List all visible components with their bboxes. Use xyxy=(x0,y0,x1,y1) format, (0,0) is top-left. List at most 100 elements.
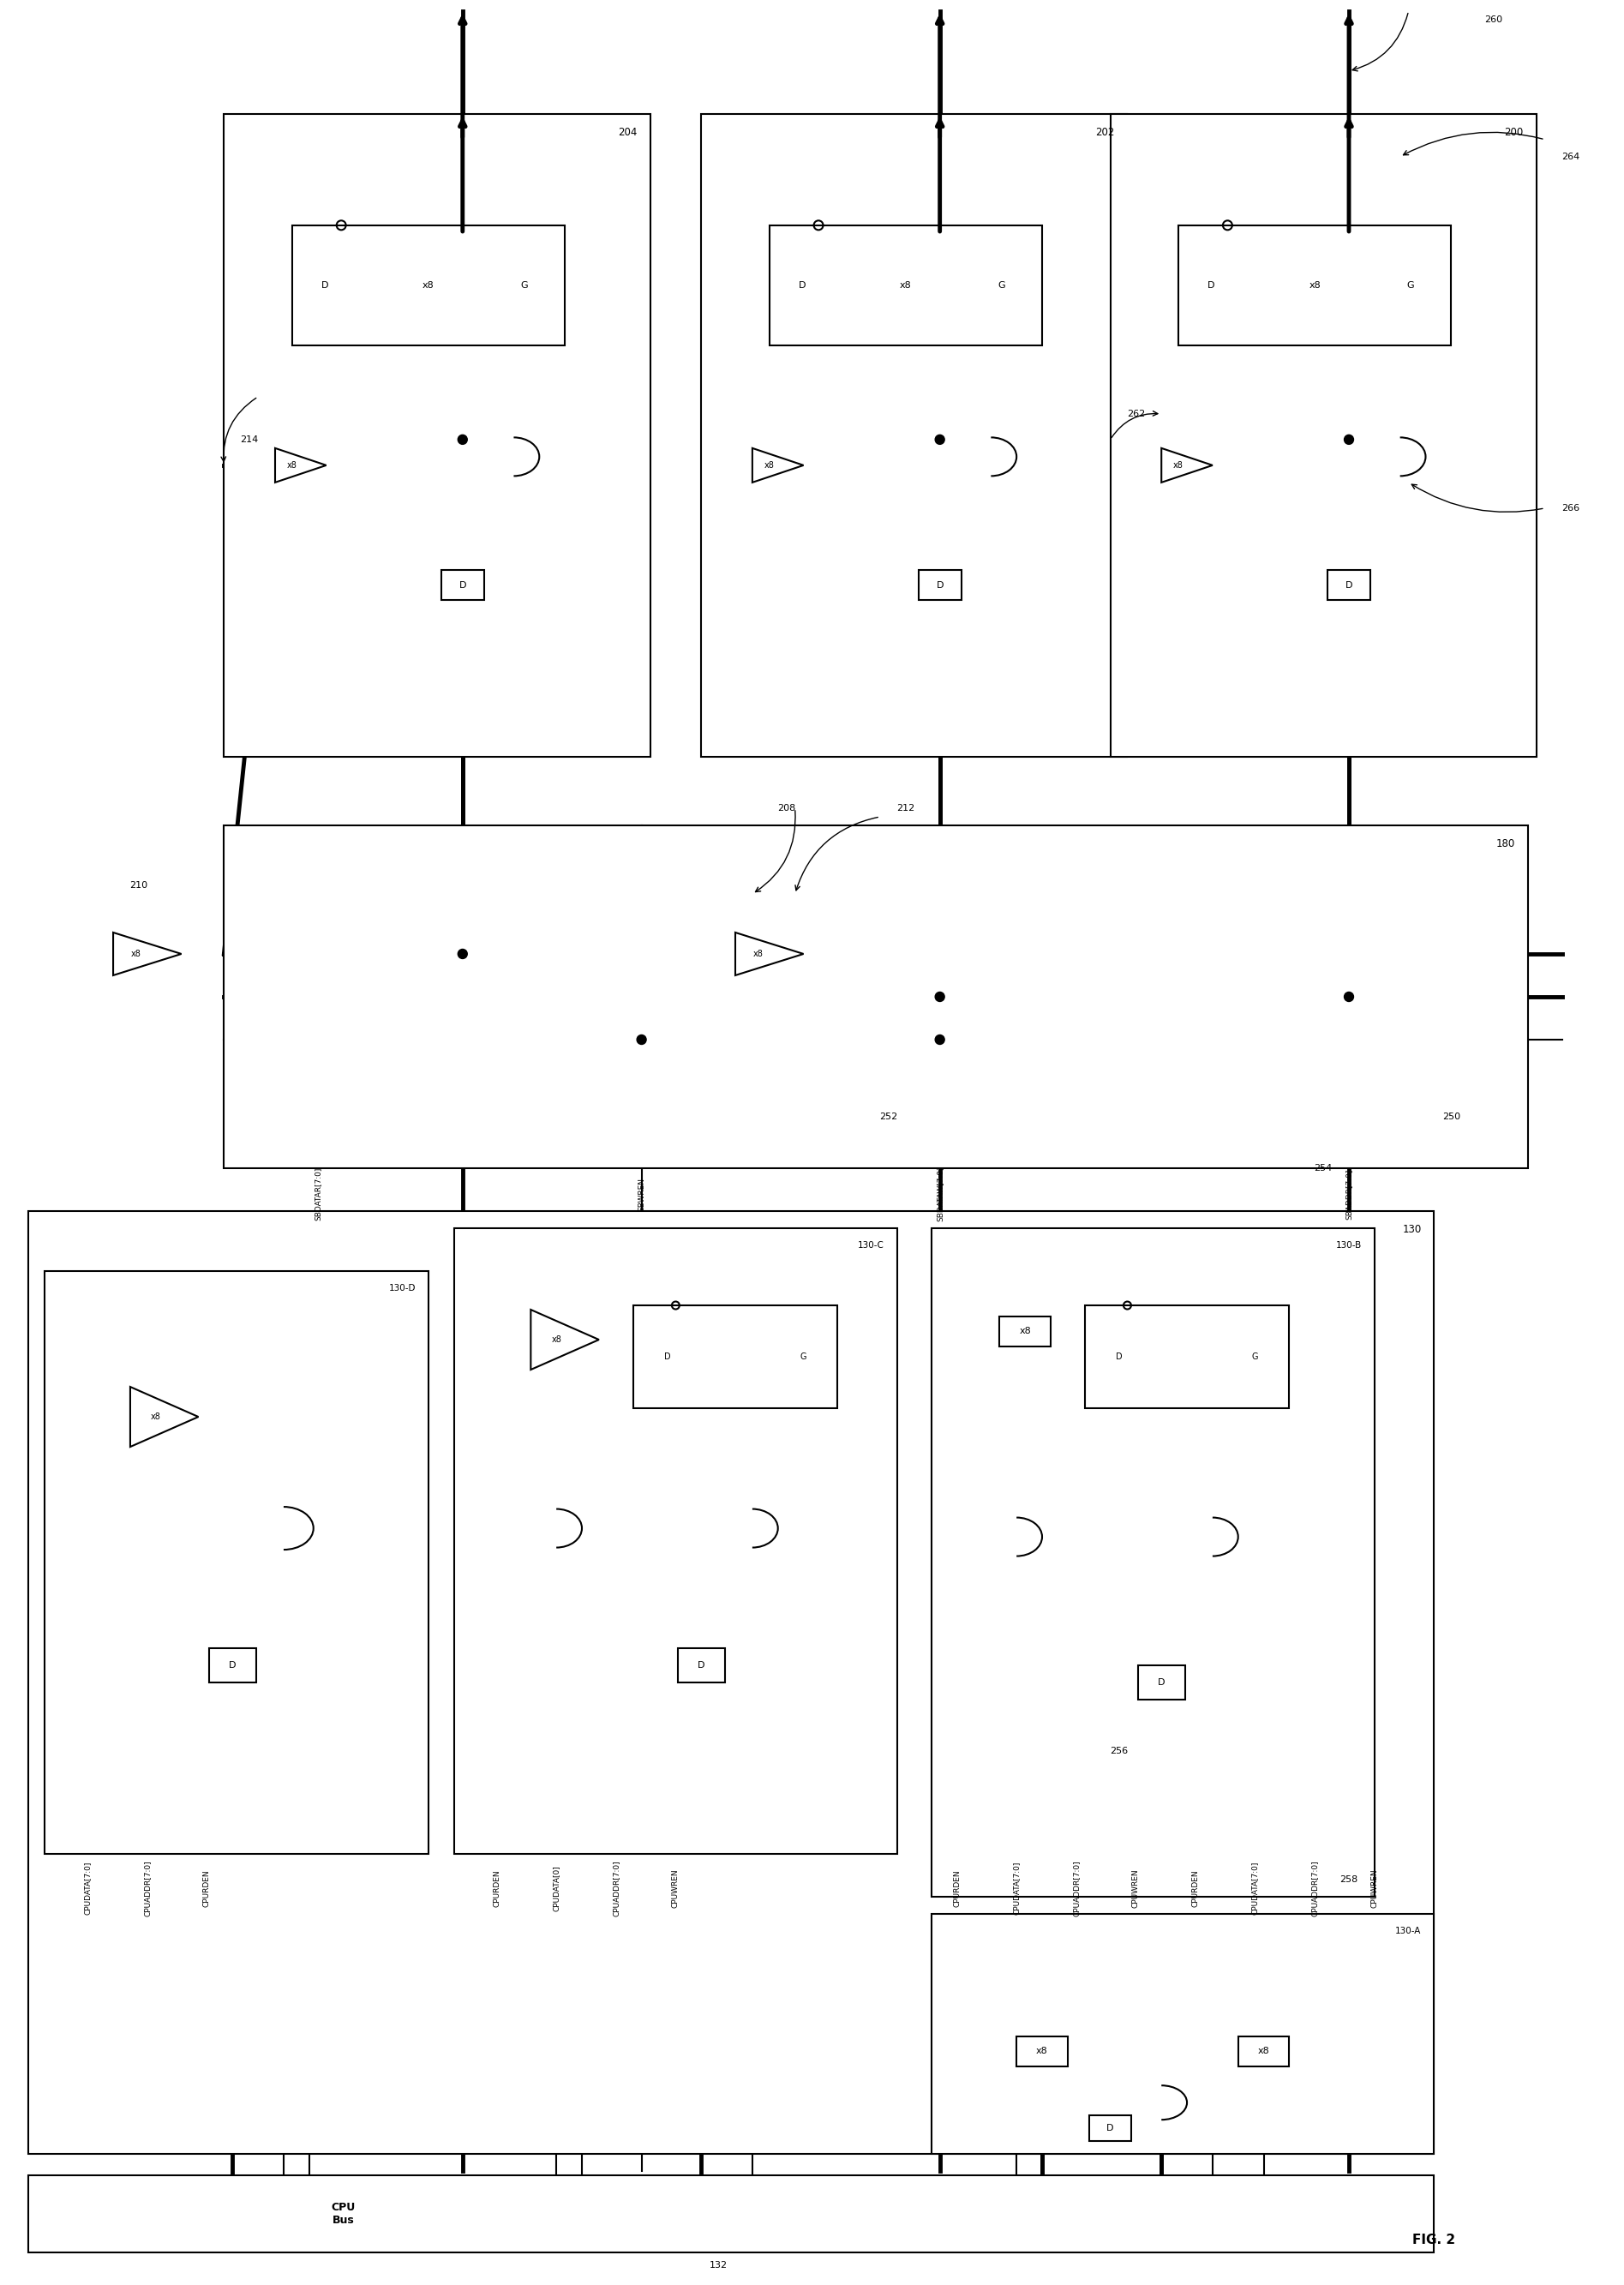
Text: x8: x8 xyxy=(900,281,911,290)
Bar xyxy=(677,1647,724,1682)
Text: 210: 210 xyxy=(130,882,148,889)
Text: x8: x8 xyxy=(422,281,434,290)
Text: CPUDATA[7:0]: CPUDATA[7:0] xyxy=(1252,1862,1259,1915)
Bar xyxy=(292,226,565,345)
Text: CPUADDR[7:0]: CPUADDR[7:0] xyxy=(612,1860,620,1917)
Text: G: G xyxy=(801,1353,807,1362)
Text: x8: x8 xyxy=(287,462,297,471)
Text: 260: 260 xyxy=(1484,16,1502,23)
Bar xyxy=(919,571,961,601)
Text: CPUWREN: CPUWREN xyxy=(672,1869,679,1908)
Text: SBDATAW[7:0]: SBDATAW[7:0] xyxy=(935,1165,944,1222)
Text: 212: 212 xyxy=(896,804,914,813)
Text: x8: x8 xyxy=(1174,462,1184,471)
Text: D: D xyxy=(799,281,806,290)
Text: D: D xyxy=(664,1353,671,1362)
Bar xyxy=(770,226,1043,345)
Text: 130-B: 130-B xyxy=(1337,1241,1361,1250)
Bar xyxy=(633,1305,838,1408)
Text: 132: 132 xyxy=(710,2262,728,2269)
Text: CPUDATA[0]: CPUDATA[0] xyxy=(552,1865,560,1910)
Text: x8: x8 xyxy=(132,951,141,957)
Text: SBDATAR[7:0]: SBDATAR[7:0] xyxy=(313,1168,322,1220)
Text: 130: 130 xyxy=(1402,1225,1421,1236)
Text: 130-D: 130-D xyxy=(388,1284,416,1293)
Text: CPURDEN: CPURDEN xyxy=(492,1869,500,1908)
Text: FIG. 2: FIG. 2 xyxy=(1413,2232,1455,2246)
Text: D: D xyxy=(1106,2125,1114,2132)
Text: SBADDR[7:0]: SBADDR[7:0] xyxy=(1345,1168,1353,1220)
Bar xyxy=(224,825,1528,1168)
Bar xyxy=(702,114,1127,756)
Text: 250: 250 xyxy=(1442,1113,1460,1122)
Circle shape xyxy=(935,434,945,443)
Text: G: G xyxy=(997,281,1005,290)
Bar xyxy=(45,1270,429,1853)
Text: x8: x8 xyxy=(1020,1328,1031,1334)
Bar xyxy=(931,1229,1374,1897)
Bar xyxy=(209,1647,257,1682)
Text: CPUADDR[7:0]: CPUADDR[7:0] xyxy=(143,1860,151,1917)
Text: x8: x8 xyxy=(151,1412,161,1421)
Circle shape xyxy=(458,948,468,960)
Text: x8: x8 xyxy=(754,951,763,957)
Text: 130-C: 130-C xyxy=(857,1241,885,1250)
Bar xyxy=(1179,226,1452,345)
Text: CPURDEN: CPURDEN xyxy=(953,1869,961,1908)
Text: SBWREN: SBWREN xyxy=(638,1177,645,1211)
Bar xyxy=(1237,2036,1289,2066)
Text: D: D xyxy=(1345,580,1353,590)
Text: 266: 266 xyxy=(1561,505,1580,512)
Circle shape xyxy=(637,1035,646,1044)
Text: D: D xyxy=(935,580,944,590)
Circle shape xyxy=(1345,434,1353,443)
Bar xyxy=(999,1316,1051,1346)
Text: CPUADDR[7:0]: CPUADDR[7:0] xyxy=(1311,1860,1319,1917)
Bar xyxy=(931,1915,1434,2155)
Bar xyxy=(1085,1305,1289,1408)
Bar xyxy=(1017,2036,1067,2066)
Text: x8: x8 xyxy=(1259,2047,1270,2056)
Bar xyxy=(28,2175,1434,2253)
Text: CPURDEN: CPURDEN xyxy=(1192,1869,1200,1908)
Text: D: D xyxy=(322,281,328,290)
Text: D: D xyxy=(229,1661,235,1670)
Text: CPU
Bus: CPU Bus xyxy=(331,2203,356,2226)
Text: 204: 204 xyxy=(619,126,637,137)
Bar xyxy=(1327,571,1371,601)
Text: D: D xyxy=(1116,1353,1122,1362)
Circle shape xyxy=(458,434,468,443)
Text: D: D xyxy=(1208,281,1215,290)
Text: 256: 256 xyxy=(1109,1746,1127,1755)
Text: 214: 214 xyxy=(240,434,258,443)
Text: 252: 252 xyxy=(880,1113,898,1122)
Bar xyxy=(224,114,650,756)
Bar xyxy=(1111,114,1536,756)
Text: G: G xyxy=(520,281,528,290)
Bar xyxy=(1090,2116,1132,2141)
Text: D: D xyxy=(460,580,466,590)
Text: D: D xyxy=(1158,1677,1164,1686)
Text: CPUDATA[7:0]: CPUDATA[7:0] xyxy=(1013,1862,1020,1915)
Text: CPUWREN: CPUWREN xyxy=(1132,1869,1140,1908)
Text: 202: 202 xyxy=(1095,126,1114,137)
Text: CPURDEN: CPURDEN xyxy=(203,1869,211,1908)
Text: CPUWREN: CPUWREN xyxy=(1371,1869,1379,1908)
Bar xyxy=(442,571,484,601)
Circle shape xyxy=(935,992,945,1001)
Text: 180: 180 xyxy=(1496,839,1515,850)
Text: 264: 264 xyxy=(1561,153,1580,160)
Bar xyxy=(28,1211,1434,2155)
Text: G: G xyxy=(1252,1353,1259,1362)
Text: x8: x8 xyxy=(1309,281,1320,290)
Text: 130-A: 130-A xyxy=(1395,1926,1421,1935)
Text: CPUDATA[7:0]: CPUDATA[7:0] xyxy=(84,1862,91,1915)
Text: CPUADDR[7:0]: CPUADDR[7:0] xyxy=(1072,1860,1080,1917)
Text: x8: x8 xyxy=(765,462,775,471)
Text: 254: 254 xyxy=(1314,1163,1332,1172)
Circle shape xyxy=(935,1035,945,1044)
Bar xyxy=(1138,1666,1186,1700)
Bar xyxy=(455,1229,896,1853)
Text: 262: 262 xyxy=(1127,409,1145,418)
Text: D: D xyxy=(698,1661,705,1670)
